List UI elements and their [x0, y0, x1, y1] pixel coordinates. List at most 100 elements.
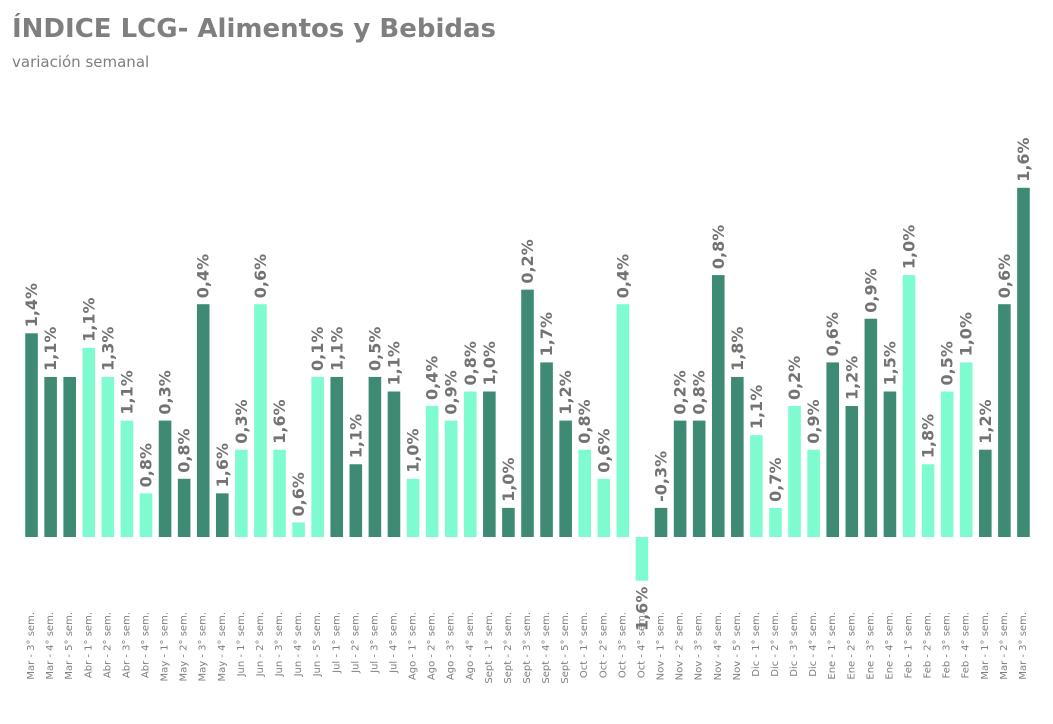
bar: [254, 304, 267, 537]
x-tick-label: May - 4° sem.: [217, 612, 228, 681]
data-label: 1,8%: [919, 414, 938, 458]
chart-subtitle: variación semanal: [12, 53, 150, 71]
data-label: 0,8%: [690, 370, 709, 414]
bar: [483, 391, 496, 537]
data-label: 0,3%: [232, 399, 251, 443]
x-tick-label: Jul - 3° sem.: [369, 612, 380, 674]
bar: [387, 391, 401, 537]
data-label: 1,1%: [346, 414, 365, 458]
bar: [1017, 187, 1030, 538]
x-tick-label: Dic - 1° sem.: [751, 612, 762, 677]
data-label: 1,1%: [747, 385, 766, 429]
data-label: 1,1%: [79, 297, 98, 341]
bar: [120, 420, 134, 537]
bar: [559, 420, 572, 537]
bar: [196, 304, 210, 537]
data-label: 0,4%: [194, 254, 213, 298]
bar: [521, 289, 534, 537]
data-label: 0,2%: [518, 239, 537, 283]
x-tick-label: Nov - 1° sem.: [656, 612, 667, 680]
x-tick-label: May - 3° sem.: [198, 612, 209, 681]
bar: [788, 406, 801, 537]
x-tick-label: Abr - 2° sem.: [102, 612, 113, 678]
bar: [731, 376, 744, 537]
x-tick-label: Mar - 5° sem.: [64, 612, 75, 680]
data-label: 1,6%: [632, 587, 651, 631]
bar: [769, 507, 782, 537]
bar: [177, 478, 191, 537]
data-label: 0,5%: [365, 327, 384, 371]
bar: [616, 304, 630, 537]
data-label: 1,0%: [900, 225, 919, 269]
data-label: 0,8%: [461, 341, 480, 385]
x-tick-label: Ene - 3° sem.: [865, 612, 876, 680]
data-label: 0,6%: [251, 254, 270, 298]
data-label: 0,6%: [594, 428, 613, 472]
data-label: 1,0%: [480, 341, 499, 385]
data-label: 1,1%: [384, 341, 403, 385]
bar: [750, 435, 763, 537]
data-label: 1,6%: [213, 443, 232, 487]
data-label: 0,5%: [938, 341, 957, 385]
bar: [44, 376, 57, 537]
bar: [597, 478, 611, 537]
x-tick-label: Ago - 1° sem.: [408, 612, 419, 680]
data-label: 0,9%: [804, 399, 823, 443]
bar: [711, 275, 725, 537]
data-label: 1,6%: [270, 399, 289, 443]
x-tick-label: Ene - 2° sem.: [846, 612, 857, 680]
x-tick-label: Sept - 3° sem.: [522, 612, 533, 684]
bar: [979, 449, 992, 537]
bar: [63, 376, 76, 537]
bar: [902, 275, 916, 537]
x-tick-label: Oct - 2° sem.: [598, 612, 609, 678]
chart-title: ÍNDICE LCG- Alimentos y Bebidas: [12, 14, 497, 44]
bar: [883, 391, 897, 537]
x-tick-label: May - 1° sem.: [160, 612, 171, 681]
bar: [101, 376, 115, 537]
data-label: 0,9%: [442, 370, 461, 414]
x-tick-label: Sept - 4° sem.: [541, 612, 552, 684]
data-label: 0,6%: [289, 472, 308, 516]
data-label: 1,7%: [537, 312, 556, 356]
x-tick-label: Nov - 3° sem.: [694, 612, 705, 680]
bar: [635, 537, 649, 581]
x-tick-label: Ago - 4° sem.: [465, 612, 476, 680]
x-tick-label: Ago - 2° sem.: [427, 612, 438, 680]
bar: [216, 493, 229, 537]
data-label: 0,4%: [613, 254, 632, 298]
bar: [311, 376, 324, 537]
bar: [349, 464, 363, 537]
data-label: 0,8%: [136, 443, 155, 487]
x-tick-label: Abr - 1° sem.: [83, 612, 94, 678]
x-tick-label: Jun - 4° sem.: [293, 612, 304, 677]
bar: [864, 318, 878, 537]
data-label: 1,1%: [41, 327, 60, 371]
x-tick-label: Nov - 4° sem.: [713, 612, 724, 680]
x-tick-label: Ene - 1° sem.: [827, 612, 838, 680]
data-label: 1,0%: [404, 428, 423, 472]
data-label: 1,4%: [22, 283, 41, 327]
data-label: 1,5%: [880, 341, 899, 385]
data-label: 1,8%: [728, 327, 747, 371]
x-tick-label: May - 2° sem.: [179, 612, 190, 681]
data-label: 0,6%: [995, 254, 1014, 298]
data-label: 0,9%: [861, 268, 880, 312]
bar: [807, 449, 820, 537]
x-tick-label: Abr - 4° sem.: [140, 612, 151, 678]
x-tick-label: Jul - 4° sem.: [388, 612, 399, 674]
data-label: 0,2%: [785, 356, 804, 400]
x-tick-label: Dic - 3° sem.: [789, 612, 800, 677]
x-tick-label: Jul - 1° sem.: [331, 612, 342, 674]
data-label: 0,2%: [671, 370, 690, 414]
x-tick-label: Nov - 2° sem.: [675, 612, 686, 680]
bar: [82, 347, 96, 537]
data-label: 1,1%: [327, 327, 346, 371]
bar: [998, 304, 1011, 537]
x-tick-label: Sept - 5° sem.: [560, 612, 571, 684]
x-tick-label: Abr - 3° sem.: [121, 612, 132, 678]
bar: [273, 449, 286, 537]
bar: [425, 406, 439, 537]
data-label: 1,3%: [98, 327, 117, 371]
data-label: 0,6%: [823, 312, 842, 356]
